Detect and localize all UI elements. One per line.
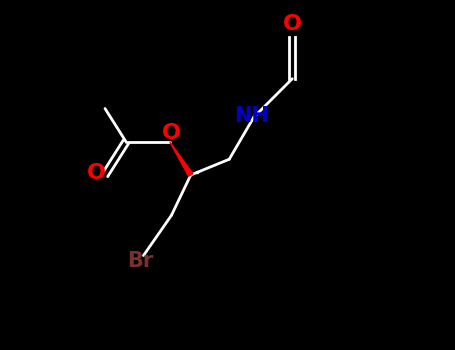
Polygon shape [170, 142, 193, 176]
Text: Br: Br [127, 251, 153, 271]
Text: O: O [87, 163, 106, 183]
Text: O: O [162, 123, 181, 143]
Text: NH: NH [235, 105, 269, 126]
Text: O: O [283, 14, 302, 35]
